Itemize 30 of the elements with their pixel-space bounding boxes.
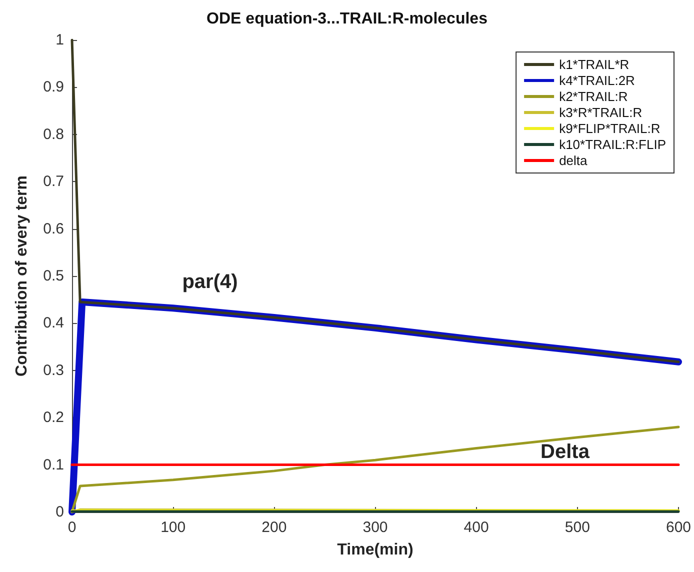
y-tick-label: 0.5 <box>43 268 64 284</box>
legend-label: delta <box>559 153 588 168</box>
x-tick-label: 300 <box>362 519 388 536</box>
y-tick-label: 0.4 <box>43 314 64 332</box>
y-tick-label: 0.6 <box>43 220 64 238</box>
y-tick-label: 0.7 <box>43 173 64 190</box>
legend-label: k3*R*TRAIL:R <box>559 105 642 120</box>
y-tick-label: 0 <box>56 504 64 520</box>
y-tick-label: 0.3 <box>43 362 64 379</box>
y-axis-title: Contribution of every term <box>14 176 30 376</box>
x-tick-label: 0 <box>68 519 76 536</box>
legend-label: k2*TRAIL:R <box>559 89 628 104</box>
x-tick-label: 500 <box>564 519 590 536</box>
x-tick-label: 600 <box>666 519 691 536</box>
annotation: Delta <box>540 441 590 463</box>
x-tick-label: 200 <box>262 519 287 536</box>
y-tick-label: 0.1 <box>43 456 64 474</box>
legend-label: k9*FLIP*TRAIL:R <box>559 121 660 136</box>
y-tick-label: 1 <box>56 32 64 48</box>
y-tick-label: 0.8 <box>43 126 64 143</box>
x-tick-label: 400 <box>464 519 489 536</box>
y-tick-label: 0.2 <box>43 409 64 426</box>
annotation: par(4) <box>182 271 238 293</box>
x-tick-label: 100 <box>160 519 186 536</box>
chart-title: ODE equation-3...TRAIL:R-molecules <box>206 10 488 28</box>
x-axis-title: Time(min) <box>337 542 414 558</box>
y-tick-label: 0.9 <box>43 78 64 96</box>
legend-label: k10*TRAIL:R:FLIP <box>559 137 666 152</box>
legend-label: k1*TRAIL*R <box>559 57 630 72</box>
legend-label: k4*TRAIL:2R <box>559 73 635 88</box>
